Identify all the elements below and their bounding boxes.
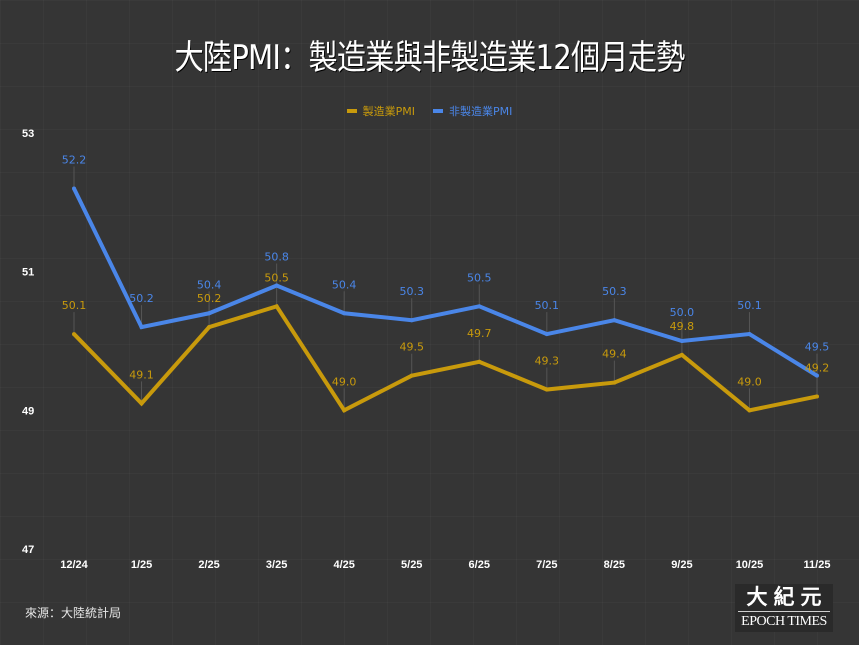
data-label: 50.3	[399, 285, 424, 298]
x-axis-ticks: 12/24 1/25 2/25 3/25 4/25 5/25 6/25 7/25 8/25 9/2…	[60, 559, 830, 571]
series-line-non-manufacturing	[72, 187, 819, 378]
logo-english-text: EPOCH TIMES	[741, 614, 827, 629]
data-label: 49.1	[129, 368, 154, 381]
x-tick-label: 10/25	[736, 559, 764, 571]
data-label: 50.8	[264, 251, 289, 264]
y-tick-label: 53	[22, 128, 34, 140]
legend-item-non-manufacturing[interactable]: 非製造業PMI	[433, 103, 512, 119]
legend-label-manufacturing: 製造業PMI	[362, 105, 415, 118]
series-lines	[72, 186, 819, 413]
data-label: 49.4	[602, 348, 627, 361]
data-label: 49.0	[332, 375, 357, 388]
legend-swatch-non-manufacturing	[433, 109, 443, 113]
x-tick-label: 8/25	[604, 559, 625, 571]
data-label: 49.7	[467, 327, 492, 340]
x-tick-label: 11/25	[804, 559, 831, 571]
data-label: 49.5	[805, 341, 830, 354]
x-tick-label: 9/25	[671, 559, 692, 571]
x-tick-label: 5/25	[401, 559, 422, 571]
legend-item-manufacturing[interactable]: 製造業PMI	[346, 103, 415, 119]
logo-chinese-text: 大紀元	[746, 584, 828, 609]
label-leader-lines	[73, 166, 818, 411]
y-tick-label: 49	[22, 405, 34, 417]
data-label: 50.4	[197, 278, 222, 291]
source-note: 來源：大陸統計局	[25, 606, 122, 620]
data-label: 50.1	[62, 299, 87, 312]
x-tick-label: 6/25	[469, 559, 490, 571]
data-labels: 50.1 49.1 50.2 50.5 49.0 49.5 49.7 49.3 49.4 49.8…	[62, 153, 830, 388]
x-tick-label: 2/25	[198, 559, 219, 571]
data-label: 50.1	[737, 299, 762, 312]
x-tick-label: 4/25	[333, 559, 354, 571]
y-tick-label: 47	[22, 544, 34, 556]
data-label: 49.3	[535, 355, 560, 368]
data-label: 50.2	[197, 292, 222, 305]
x-tick-label: 12/24	[60, 559, 88, 571]
data-label: 50.0	[670, 306, 695, 319]
data-label: 49.5	[399, 341, 424, 354]
y-axis-ticks: 47 49 51 53	[22, 128, 34, 556]
legend-swatch-manufacturing	[346, 109, 357, 113]
data-label: 50.4	[332, 278, 357, 291]
y-tick-label: 51	[22, 267, 34, 279]
epoch-times-logo: 大紀元 EPOCH TIMES	[735, 584, 833, 632]
data-label: 49.0	[737, 375, 762, 388]
data-label: 50.2	[129, 292, 154, 305]
legend-label-non-manufacturing: 非製造業PMI	[449, 105, 513, 118]
data-label: 49.2	[805, 361, 830, 374]
data-label: 49.8	[670, 320, 695, 333]
data-label: 50.1	[535, 299, 560, 312]
series-line-manufacturing	[72, 303, 818, 413]
data-label: 50.5	[467, 271, 492, 284]
x-tick-label: 3/25	[266, 559, 287, 571]
data-label: 50.3	[602, 285, 627, 298]
x-tick-label: 1/25	[131, 559, 152, 571]
data-label: 50.5	[264, 271, 289, 284]
x-tick-label: 7/25	[536, 559, 557, 571]
chart-title: 大陸PMI：製造業與非製造業12個月走勢	[174, 38, 685, 78]
legend: 製造業PMI 非製造業PMI	[0, 103, 859, 119]
logo-divider	[738, 611, 830, 612]
data-label: 52.2	[62, 153, 87, 166]
